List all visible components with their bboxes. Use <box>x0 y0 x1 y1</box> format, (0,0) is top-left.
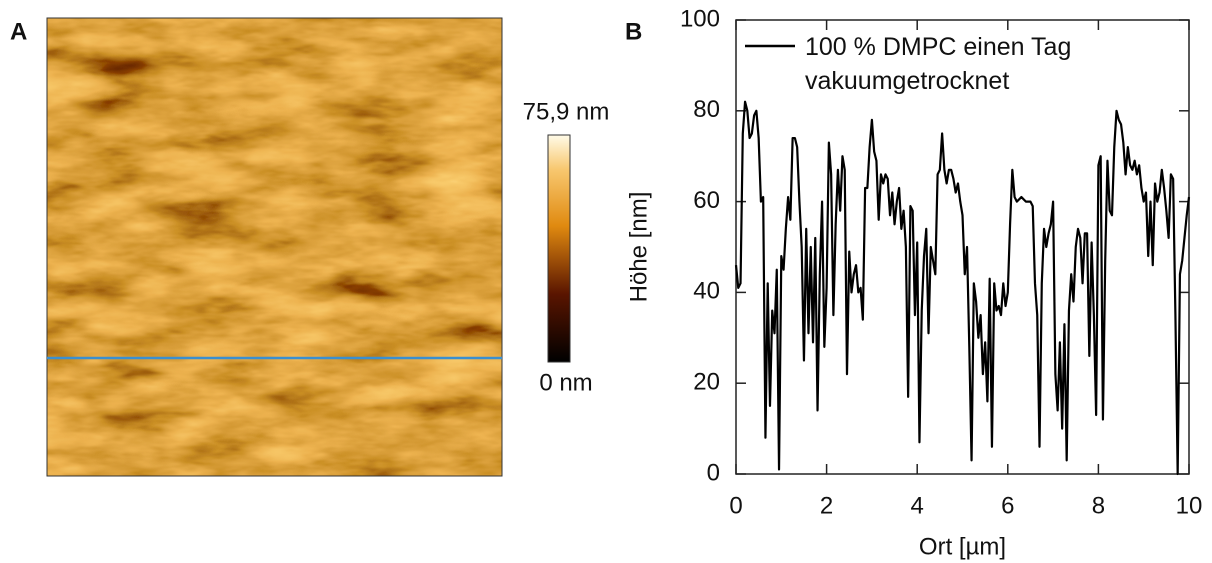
x-tick-label: 4 <box>911 492 924 519</box>
y-tick-label: 60 <box>693 187 720 214</box>
y-tick-label: 100 <box>680 5 720 32</box>
x-tick-label: 6 <box>1001 492 1014 519</box>
legend-label: 100 % DMPC einen Tag vakuumgetrocknet <box>805 33 1072 95</box>
x-tick-label: 8 <box>1092 492 1105 519</box>
x-tick-label: 10 <box>1176 492 1203 519</box>
y-tick-label: 80 <box>693 96 720 123</box>
x-tick-label: 2 <box>820 492 833 519</box>
y-tick-label: 40 <box>693 278 720 305</box>
image-frame <box>46 17 503 477</box>
afm-image <box>47 18 502 476</box>
y-tick-label: 0 <box>707 459 720 486</box>
panel-label: B <box>625 18 642 45</box>
plot-frame <box>735 19 1190 475</box>
data-line <box>734 100 1191 476</box>
colorbar-label: 0 nm <box>539 369 592 396</box>
x-axis-label: Ort [µm] <box>919 533 1006 560</box>
colorbar-label: 75,9 nm <box>523 98 610 125</box>
colorbar <box>547 134 571 363</box>
x-tick-label: 0 <box>729 492 742 519</box>
y-axis-label: Höhe [nm] <box>625 192 652 303</box>
panel-label: A <box>10 18 27 45</box>
y-tick-label: 20 <box>693 369 720 396</box>
